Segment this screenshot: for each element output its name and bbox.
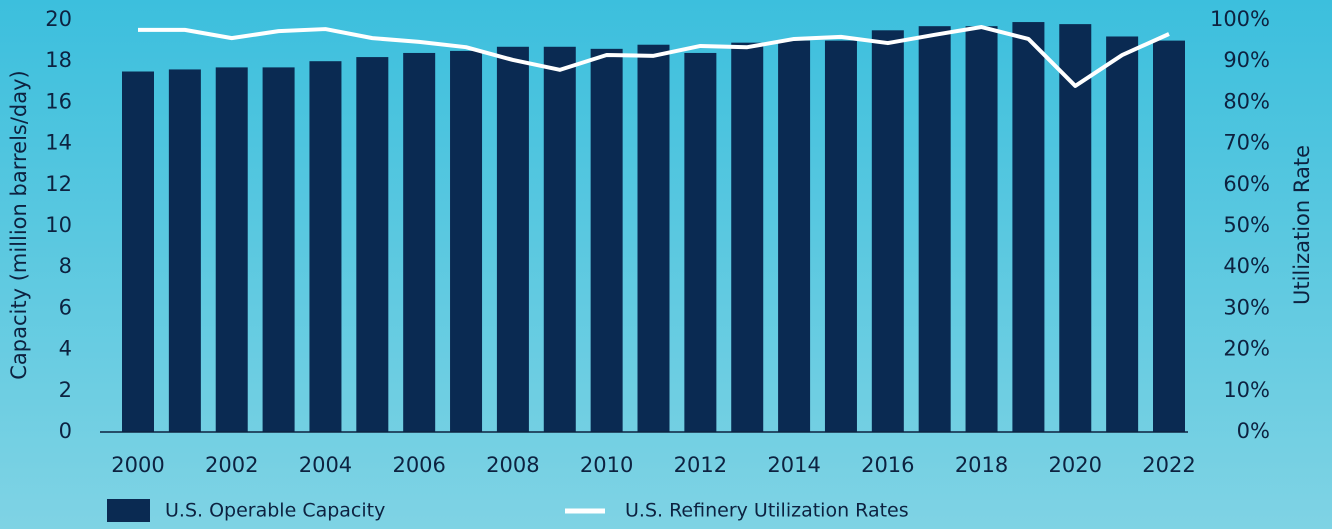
y2-tick-label: 60% <box>1223 172 1270 196</box>
bar <box>731 42 764 432</box>
y2-tick-label: 70% <box>1223 131 1270 155</box>
y2-tick-label: 50% <box>1223 213 1270 237</box>
x-tick-label: 2002 <box>205 453 258 477</box>
bar <box>543 46 576 432</box>
y-tick-label: 20 <box>45 7 72 31</box>
y-axis-label: Capacity (million barrels/day) <box>7 70 31 380</box>
y-tick-label: 6 <box>59 295 72 319</box>
y2-tick-label: 10% <box>1223 378 1270 402</box>
bar <box>168 69 201 432</box>
y2-tick-label: 0% <box>1237 419 1270 443</box>
x-tick-label: 2000 <box>111 453 164 477</box>
y2-tick-label: 80% <box>1223 89 1270 113</box>
bar <box>684 52 717 433</box>
bar <box>1153 40 1185 432</box>
x-tick-label: 2016 <box>861 453 914 477</box>
bar <box>871 30 904 433</box>
y2-tick-label: 40% <box>1223 254 1270 278</box>
y2-tick-label: 90% <box>1223 48 1270 72</box>
bar <box>403 52 436 433</box>
bar <box>262 67 295 432</box>
x-tick-label: 2018 <box>955 453 1008 477</box>
bar <box>637 44 670 432</box>
bar <box>918 26 951 433</box>
bar <box>1106 36 1139 432</box>
x-tick-label: 2004 <box>299 453 352 477</box>
bar <box>496 46 529 432</box>
bar <box>122 71 154 432</box>
x-tick-label: 2008 <box>486 453 539 477</box>
legend-label: U.S. Refinery Utilization Rates <box>625 500 909 522</box>
x-tick-label: 2010 <box>580 453 633 477</box>
y-tick-label: 4 <box>59 337 72 361</box>
y2-tick-label: 20% <box>1223 337 1270 361</box>
legend-label: U.S. Operable Capacity <box>165 500 385 522</box>
bar <box>1012 22 1045 433</box>
x-tick-label: 2022 <box>1142 453 1195 477</box>
bar <box>965 26 998 433</box>
y2-axis-label: Utilization Rate <box>1290 145 1314 305</box>
bar <box>309 61 342 432</box>
bar <box>824 40 857 432</box>
y-tick-label: 2 <box>59 378 72 402</box>
bar <box>590 48 623 433</box>
bar <box>356 57 389 432</box>
bar <box>778 40 811 432</box>
y-tick-label: 0 <box>59 419 72 443</box>
bar <box>450 50 483 433</box>
legend-swatch <box>107 499 150 522</box>
y-tick-label: 18 <box>45 48 72 72</box>
y2-tick-label: 100% <box>1210 7 1270 31</box>
bar <box>1059 24 1092 433</box>
y2-tick-label: 30% <box>1223 295 1270 319</box>
bar <box>215 67 248 432</box>
y-tick-label: 10 <box>45 213 72 237</box>
x-tick-label: 2006 <box>392 453 445 477</box>
x-tick-label: 2012 <box>674 453 727 477</box>
y-tick-label: 8 <box>59 254 72 278</box>
y-tick-label: 14 <box>45 131 72 155</box>
line <box>138 25 1170 88</box>
y-tick-label: 16 <box>45 89 72 113</box>
y-tick-label: 12 <box>45 172 72 196</box>
x-tick-label: 2020 <box>1049 453 1102 477</box>
x-tick-label: 2014 <box>767 453 820 477</box>
